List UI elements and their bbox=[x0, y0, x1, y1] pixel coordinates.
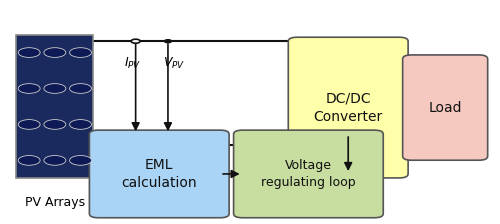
Circle shape bbox=[18, 155, 40, 165]
Text: $V_{PV}$: $V_{PV}$ bbox=[164, 56, 186, 71]
Circle shape bbox=[70, 155, 92, 165]
FancyBboxPatch shape bbox=[16, 34, 94, 178]
Circle shape bbox=[18, 84, 40, 93]
Circle shape bbox=[70, 48, 92, 57]
Text: $I_{PV}$: $I_{PV}$ bbox=[124, 56, 142, 71]
Text: DC/DC
Converter: DC/DC Converter bbox=[314, 91, 383, 124]
Circle shape bbox=[44, 48, 66, 57]
Circle shape bbox=[131, 39, 140, 43]
Circle shape bbox=[44, 84, 66, 93]
Circle shape bbox=[70, 84, 92, 93]
Circle shape bbox=[164, 40, 172, 43]
Circle shape bbox=[18, 48, 40, 57]
FancyBboxPatch shape bbox=[402, 55, 488, 160]
FancyBboxPatch shape bbox=[234, 130, 384, 218]
Circle shape bbox=[18, 120, 40, 129]
Circle shape bbox=[44, 120, 66, 129]
Text: EML
calculation: EML calculation bbox=[122, 158, 197, 190]
Text: Voltage
regulating loop: Voltage regulating loop bbox=[261, 159, 356, 189]
Text: Load: Load bbox=[428, 101, 462, 114]
Circle shape bbox=[44, 155, 66, 165]
FancyBboxPatch shape bbox=[288, 37, 408, 178]
Circle shape bbox=[70, 120, 92, 129]
Text: PV Arrays: PV Arrays bbox=[25, 196, 85, 209]
FancyBboxPatch shape bbox=[90, 130, 229, 218]
